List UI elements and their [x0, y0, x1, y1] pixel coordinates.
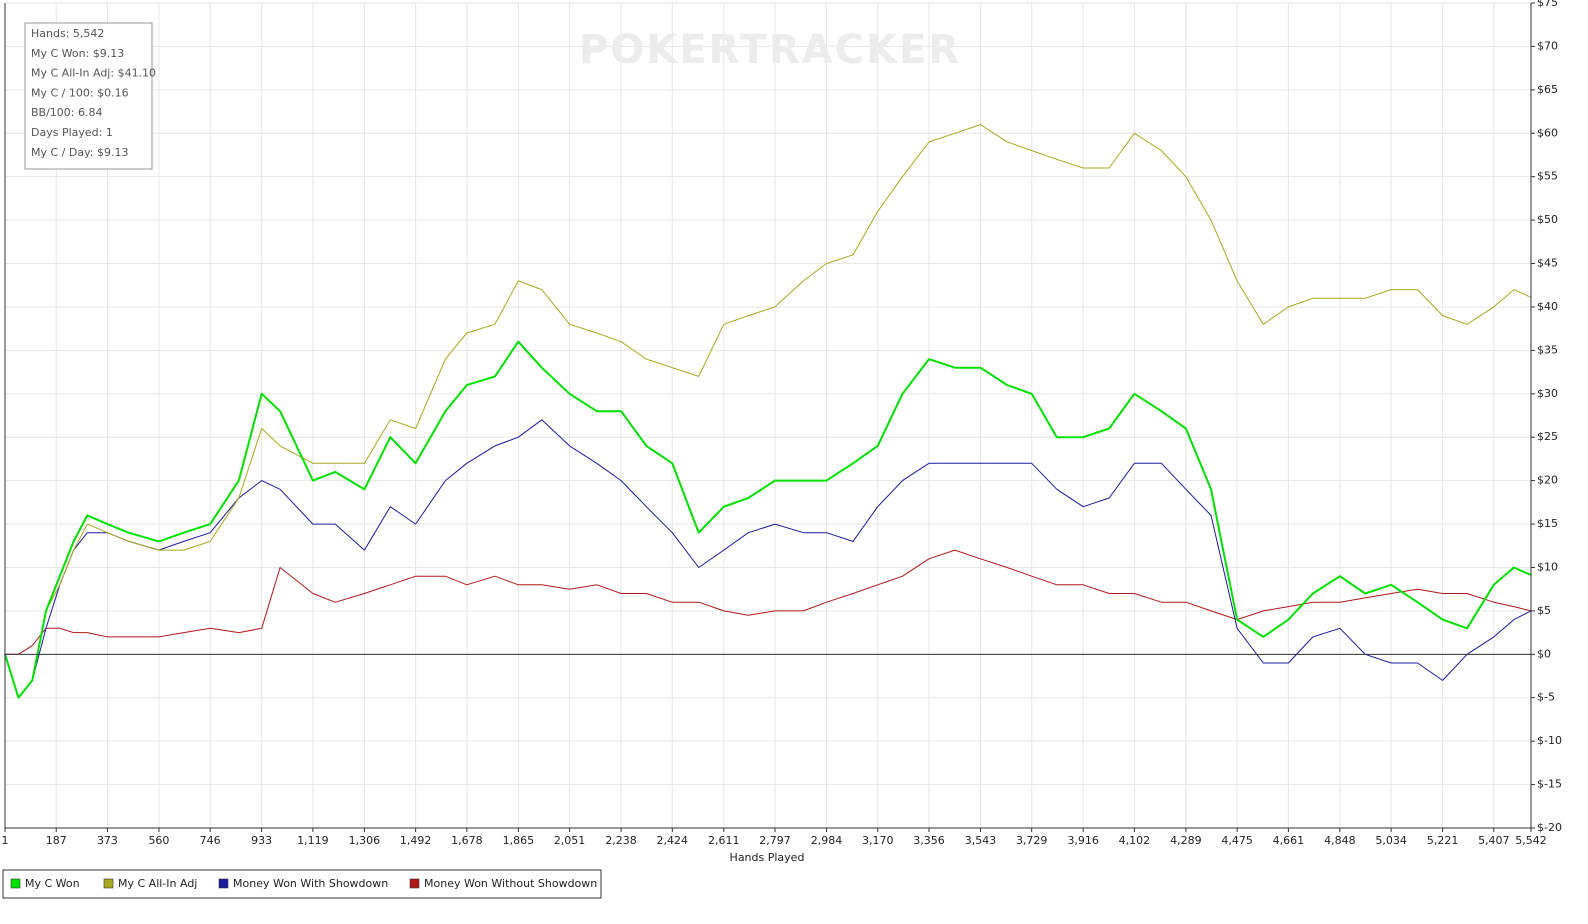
y-tick-label: $20 — [1537, 474, 1558, 487]
legend-items: My C Won My C All-In Adj Money Won With Sh… — [10, 877, 597, 890]
legend-label: Money Won With Showdown — [233, 877, 388, 890]
y-tick-label: $-15 — [1537, 778, 1562, 791]
axes: $-20 $-15 $-10 $-5 $0 $5 $10 $15 $20 $25 $30 $35 $40… — [2, 0, 1562, 847]
grid — [4, 2, 1532, 829]
y-tick-label: $60 — [1537, 126, 1558, 139]
series-line — [4, 124, 1532, 699]
x-tick-label: 5,221 — [1427, 834, 1459, 847]
y-tick-label: $30 — [1537, 387, 1558, 400]
x-tick-label: 2,051 — [554, 834, 586, 847]
x-tick-label: 4,848 — [1324, 834, 1356, 847]
x-tick-label: 3,543 — [965, 834, 997, 847]
y-tick-label: $45 — [1537, 257, 1558, 270]
y-tick-label: $15 — [1537, 517, 1558, 530]
legend-swatch — [10, 878, 21, 889]
x-tick-label: 2,611 — [708, 834, 740, 847]
legend — [2, 869, 602, 899]
y-tick-label: $35 — [1537, 343, 1558, 356]
legend-swatch — [409, 878, 420, 889]
y-tick-label: $0 — [1537, 647, 1551, 660]
y-tick-label: $5 — [1537, 604, 1551, 617]
x-tick-label: 2,238 — [605, 834, 637, 847]
y-tick-label: $-10 — [1537, 734, 1562, 747]
x-tick-label: 2,424 — [657, 834, 689, 847]
legend-label: My C Won — [25, 877, 80, 890]
x-tick-label: 373 — [97, 834, 118, 847]
y-tick-label: $25 — [1537, 430, 1558, 443]
x-tick-label: 560 — [148, 834, 169, 847]
x-tick-label: 746 — [200, 834, 221, 847]
legend-swatch — [103, 878, 114, 889]
y-tick-label: $-20 — [1537, 821, 1562, 834]
x-axis-label: Hands Played — [730, 851, 805, 864]
x-tick-label: 2,797 — [759, 834, 791, 847]
x-tick-label: 3,729 — [1016, 834, 1048, 847]
stat-text: Hands: 5,542 — [31, 27, 104, 40]
x-tick-label: 1,678 — [451, 834, 483, 847]
stats-box — [24, 22, 153, 170]
y-tick-label: $75 — [1537, 0, 1558, 9]
x-tick-label: 5,407 — [1478, 834, 1510, 847]
x-tick-label: 4,661 — [1273, 834, 1305, 847]
x-tick-label: 4,289 — [1170, 834, 1202, 847]
series-line — [4, 340, 1532, 699]
y-tick-label: $65 — [1537, 83, 1558, 96]
x-tick-label: 1,492 — [400, 834, 432, 847]
stat-text: My C / 100: $0.16 — [31, 86, 129, 99]
y-tick-label: $70 — [1537, 39, 1558, 52]
x-tick-label: 3,356 — [913, 834, 945, 847]
x-tick-label: 933 — [251, 834, 272, 847]
legend-label: Money Won Without Showdown — [424, 877, 597, 890]
x-tick-label: 1,119 — [297, 834, 329, 847]
x-tick-label: 3,916 — [1067, 834, 1099, 847]
y-tick-label: $55 — [1537, 170, 1558, 183]
legend-swatch — [218, 878, 229, 889]
x-tick-label: 4,102 — [1119, 834, 1151, 847]
series-line — [4, 419, 1532, 699]
stat-text: BB/100: 6.84 — [31, 106, 103, 119]
lines — [4, 124, 1532, 699]
x-tick-label: 5,542 — [1515, 834, 1547, 847]
x-tick-label: 1,306 — [349, 834, 381, 847]
y-tick-label: $-5 — [1537, 691, 1555, 704]
series-line — [5, 549, 1532, 655]
watermark: POKERTRACKER — [579, 27, 961, 73]
x-tick-label: 187 — [46, 834, 67, 847]
stat-text: My C All-In Adj: $41.10 — [31, 67, 156, 80]
stat-text: My C / Day: $9.13 — [31, 146, 129, 159]
y-tick-label: $10 — [1537, 560, 1558, 573]
stats: Hands: 5,542 My C Won: $9.13 My C All-In A… — [31, 27, 156, 159]
stat-text: My C Won: $9.13 — [31, 47, 124, 60]
y-tick-label: $50 — [1537, 213, 1558, 226]
x-tick-label: 2,984 — [811, 834, 843, 847]
x-tick-label: 1,865 — [503, 834, 535, 847]
x-tick-label: 1 — [2, 834, 9, 847]
stat-text: Days Played: 1 — [31, 126, 113, 139]
x-tick-label: 5,034 — [1375, 834, 1407, 847]
x-tick-label: 4,475 — [1221, 834, 1253, 847]
legend-label: My C All-In Adj — [118, 877, 197, 890]
x-tick-label: 3,170 — [862, 834, 894, 847]
y-tick-label: $40 — [1537, 300, 1558, 313]
